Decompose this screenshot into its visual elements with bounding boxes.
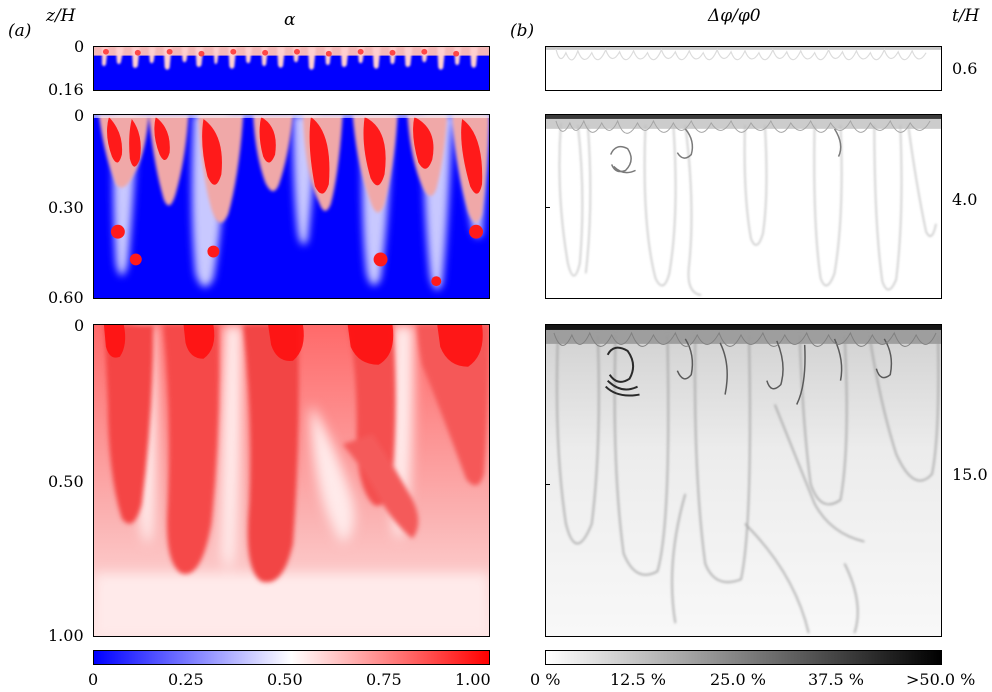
tick-mark-row3 (545, 484, 550, 485)
dphi-cbar-tick-375: 37.5 % (808, 670, 864, 689)
panel-b-tag: (b) (510, 21, 535, 41)
alpha-cbar-tick-050: 0.50 (267, 670, 303, 689)
z-tick-row1-0: 0 (74, 37, 85, 56)
alpha-cbar-tick-025: 0.25 (168, 670, 204, 689)
z-axis-label: z/H (46, 6, 76, 26)
z-tick-row1-016: 0.16 (48, 80, 84, 99)
time-label-t40: 4.0 (952, 190, 978, 209)
z-tick-row3-0: 0 (74, 316, 85, 335)
z-tick-row2-030: 0.30 (48, 198, 84, 217)
z-tick-row2-0: 0 (74, 106, 85, 125)
alpha-field-t150 (93, 324, 490, 637)
time-label-t150: 15.0 (952, 465, 988, 484)
time-label-t06: 0.6 (952, 59, 978, 78)
alpha-field-t40 (93, 114, 490, 299)
z-tick-row2-060: 0.60 (48, 288, 84, 307)
alpha-title: α (284, 10, 296, 30)
z-tick-row3-050: 0.50 (48, 472, 84, 491)
alpha-colorbar (93, 650, 490, 665)
dphi-colorbar (545, 650, 942, 665)
dphi-cbar-tick-250: 25.0 % (710, 670, 766, 689)
dphi-field-t150 (545, 324, 942, 637)
alpha-cbar-tick-075: 0.75 (366, 670, 402, 689)
alpha-cbar-tick-100: 1.00 (455, 670, 491, 689)
alpha-cbar-tick-0: 0 (88, 670, 99, 689)
tick-mark-row3-bottom (545, 636, 550, 637)
dphi-title: Δφ/φ0 (708, 6, 761, 26)
t-axis-label: t/H (952, 6, 980, 26)
dphi-cbar-tick-0: 0 % (530, 670, 561, 689)
dphi-cbar-tick-500: >50.0 % (906, 670, 976, 689)
panel-a-tag: (a) (8, 21, 32, 41)
dphi-cbar-tick-125: 12.5 % (610, 670, 666, 689)
alpha-field-t06 (93, 46, 490, 91)
dphi-field-t06 (545, 46, 942, 91)
dphi-field-t40 (545, 114, 942, 299)
z-tick-row3-100: 1.00 (48, 626, 84, 645)
tick-mark-row2 (545, 207, 550, 208)
